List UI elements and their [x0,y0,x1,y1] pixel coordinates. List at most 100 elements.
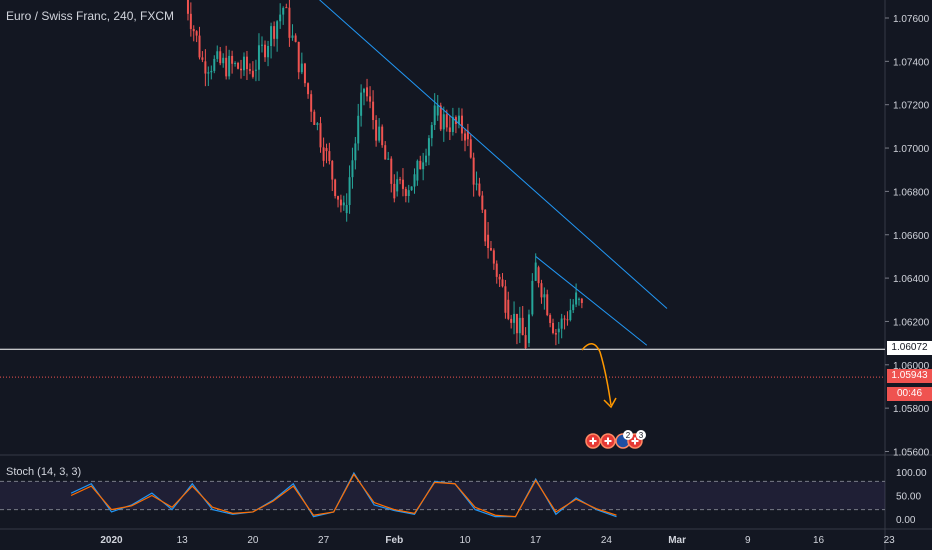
candle-body [195,31,198,36]
candle-body [325,148,328,152]
candle-body [213,58,216,71]
candle-body [484,209,487,242]
candle-body [433,105,436,126]
candle-body [192,28,195,32]
time-axis-label: 23 [884,535,896,546]
candle-body [225,57,228,77]
candle-body [273,26,276,39]
symbol-title[interactable]: Euro / Swiss Franc, 240, FXCM [6,9,175,23]
countdown-tag: 00:46 [887,387,932,401]
candle-body [560,318,563,329]
candle-body [234,62,237,64]
candle-body [460,115,463,134]
candle-body [572,304,575,311]
candle-body [372,101,375,121]
candle-body [475,183,478,185]
candle-body [207,72,210,74]
candle-body [189,13,192,29]
candle-body [489,248,492,251]
time-axis-label: 9 [745,535,751,546]
projection-path[interactable] [581,343,612,406]
candle-body [487,234,490,249]
candle-body [554,333,557,335]
candle-body [267,45,270,58]
candle-body [575,292,578,305]
trendline-2[interactable] [535,256,648,346]
candle-body [245,56,248,70]
stoch-axis-label: 0.00 [896,515,916,526]
candle-body [393,183,396,199]
candle-body [303,63,306,84]
stochastic-title[interactable]: Stoch (14, 3, 3) [6,466,82,478]
candle-body [242,56,245,71]
candle-body [307,83,310,95]
candle-body [569,310,572,321]
candle-body [366,87,369,97]
candle-body [442,114,445,130]
trendline-1[interactable] [303,0,668,309]
candle-body [504,286,507,313]
candle-body [527,314,530,344]
candle-body [210,70,213,73]
candle-body [416,160,419,181]
candle-body [439,105,442,130]
candle-body [436,105,439,116]
candle-body [222,57,225,64]
candle-body [451,117,454,132]
candle-body [334,179,337,197]
candle-body [240,68,243,71]
candle-body [427,138,430,156]
candle-body [257,45,260,70]
candle-body [248,69,251,71]
candle-body [381,126,384,146]
candle-body [231,55,234,64]
last-price-tag: 1.06072 [887,341,932,355]
flag-cross-v [607,437,609,445]
current-price-tag: 1.05943 [887,369,932,383]
time-axis-label: 2020 [100,535,123,546]
time-axis-label: 16 [813,535,825,546]
candle-body [430,125,433,139]
candle-body [260,44,263,46]
candle-body [390,158,393,184]
candle-body [469,139,472,158]
price-axis-label: 1.06000 [893,361,930,372]
candle-body [279,14,282,22]
candle-body [360,92,363,116]
time-axis-label: 17 [530,535,542,546]
candle-body [515,313,518,334]
time-axis-label: 10 [459,535,471,546]
candle-body [498,276,501,280]
candle-body [288,7,291,38]
candle-body [300,63,303,73]
candle-body [331,160,334,180]
candle-body [401,179,404,189]
candle-body [319,123,322,148]
candle-body [264,44,267,58]
candle-body [310,94,313,112]
candle-body [399,179,402,181]
candle-body [285,7,288,9]
candle-body [404,188,407,197]
price-axis-label: 1.07400 [893,57,930,68]
price-axis-label: 1.06200 [893,317,930,328]
price-axis-label: 1.05600 [893,448,930,459]
flag-cross-v [592,437,594,445]
candle-body [580,298,583,303]
candle-body [521,317,524,336]
candle-body [546,294,549,316]
candle-body [534,262,537,281]
candle-body [328,151,331,161]
candle-body [339,199,342,206]
candle-body [425,155,428,163]
candle-body [481,195,484,210]
candle-body [492,250,495,264]
candle-body [254,69,257,71]
candle-body [531,280,534,315]
candle-body [410,186,413,191]
candle-body [322,147,325,161]
flag-cross-v [634,437,636,445]
candle-body [549,315,552,323]
candle-body [204,61,207,74]
